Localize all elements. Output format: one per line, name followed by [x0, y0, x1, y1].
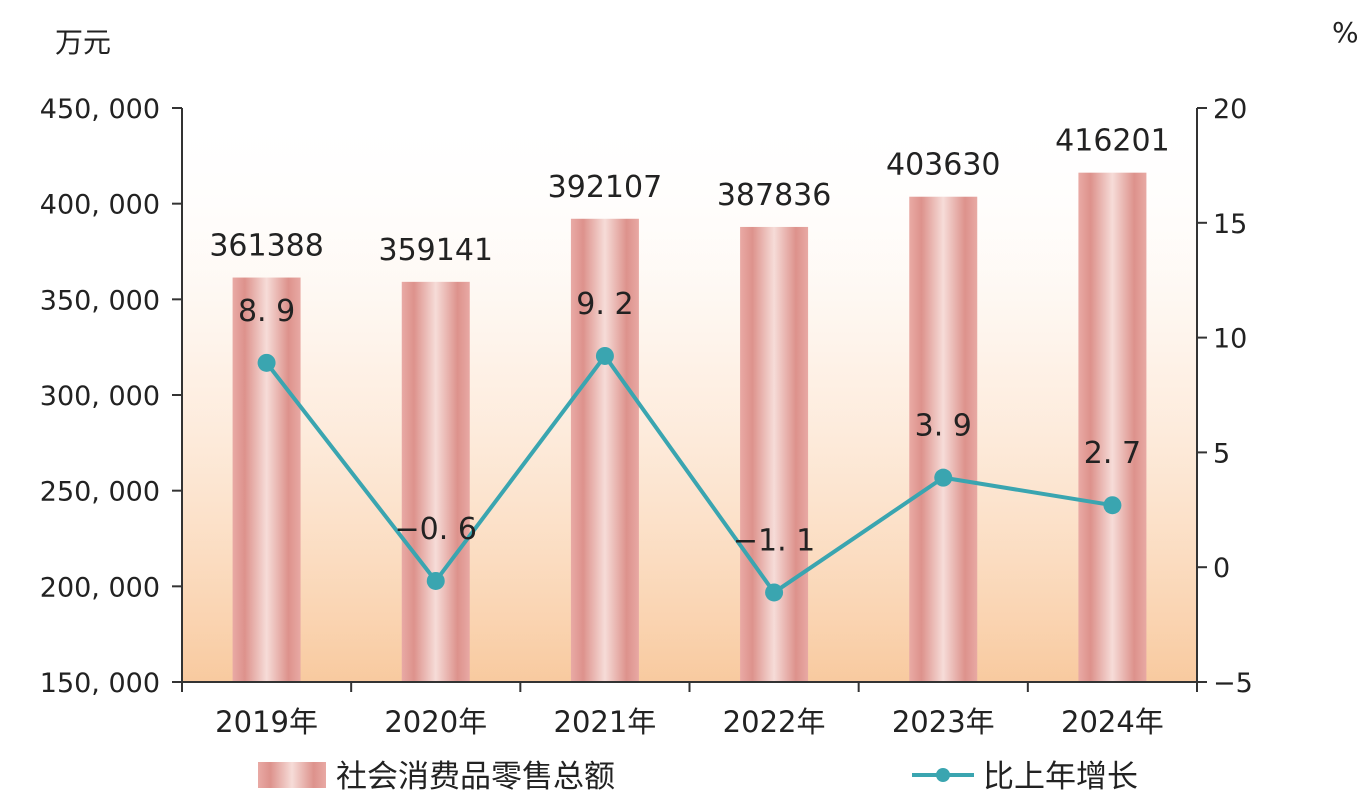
plot-background	[182, 108, 1197, 682]
left-tick-label: 400, 000	[40, 190, 160, 221]
legend-line-marker	[936, 768, 950, 782]
bar-value-label: 392107	[548, 170, 663, 205]
bar-2019年	[232, 277, 301, 682]
x-tick-label: 2019年	[215, 705, 318, 739]
x-tick-label: 2021年	[554, 705, 657, 739]
growth-point-2021年	[595, 346, 614, 365]
right-tick-label: 20	[1213, 94, 1247, 125]
labels-layer: 361388 359141 392107 387836 403630 416201 8. 9…	[209, 124, 1169, 559]
bar-value-label: 403630	[886, 148, 1001, 183]
legend-bar-swatch	[258, 762, 326, 788]
left-axis-unit-label: 万元	[55, 26, 111, 59]
bar-2022年	[740, 226, 809, 682]
growth-point-2019年	[257, 353, 276, 372]
legend-line-label: 比上年增长	[983, 759, 1138, 795]
left-tick-label: 250, 000	[40, 477, 160, 508]
growth-value-label: 8. 9	[238, 294, 295, 329]
right-tick-label: −5	[1213, 668, 1253, 699]
growth-value-label: 3. 9	[915, 409, 972, 444]
bar-value-label: 387836	[717, 178, 832, 213]
bar-value-label: 359141	[378, 233, 493, 268]
left-tick-label: 300, 000	[40, 381, 160, 412]
line-layer	[257, 346, 1122, 602]
left-tick-label: 200, 000	[40, 572, 160, 603]
x-tick-label: 2020年	[384, 705, 487, 739]
x-tick-label: 2022年	[723, 705, 826, 739]
legend-bar-label: 社会消费品零售总额	[336, 759, 615, 795]
right-tick-label: 5	[1213, 438, 1230, 469]
growth-value-label: 9. 2	[576, 287, 633, 322]
legend: 社会消费品零售总额 比上年增长	[258, 759, 1138, 795]
growth-value-label: −0. 6	[395, 512, 477, 547]
right-tick-label: 10	[1213, 324, 1247, 355]
growth-point-2023年	[934, 468, 953, 487]
bar-2023年	[909, 196, 978, 683]
left-tick-label: 450, 000	[40, 94, 160, 125]
bar-value-label: 361388	[209, 229, 324, 264]
growth-value-label: −1. 1	[733, 523, 815, 558]
right-axis-unit-label: %	[1332, 16, 1359, 49]
left-tick-label: 350, 000	[40, 285, 160, 316]
growth-point-2024年	[1103, 496, 1122, 515]
right-tick-label: 15	[1213, 209, 1247, 240]
right-tick-label: 0	[1213, 553, 1230, 584]
bars-layer	[232, 172, 1147, 683]
bar-value-label: 416201	[1055, 124, 1170, 159]
bar-2024年	[1078, 172, 1147, 682]
bar-2021年	[570, 218, 639, 682]
growth-point-2020年	[426, 571, 445, 590]
x-tick-label: 2023年	[892, 705, 995, 739]
left-tick-label: 150, 000	[40, 668, 160, 699]
bar-2020年	[401, 281, 470, 682]
x-tick-label: 2024年	[1061, 705, 1164, 739]
axes-layer: 150, 000 200, 000 250, 000 300, 000 350, 000…	[40, 94, 1253, 739]
growth-value-label: 2. 7	[1084, 436, 1141, 471]
growth-line	[265, 353, 1113, 595]
growth-point-2022年	[765, 583, 784, 602]
